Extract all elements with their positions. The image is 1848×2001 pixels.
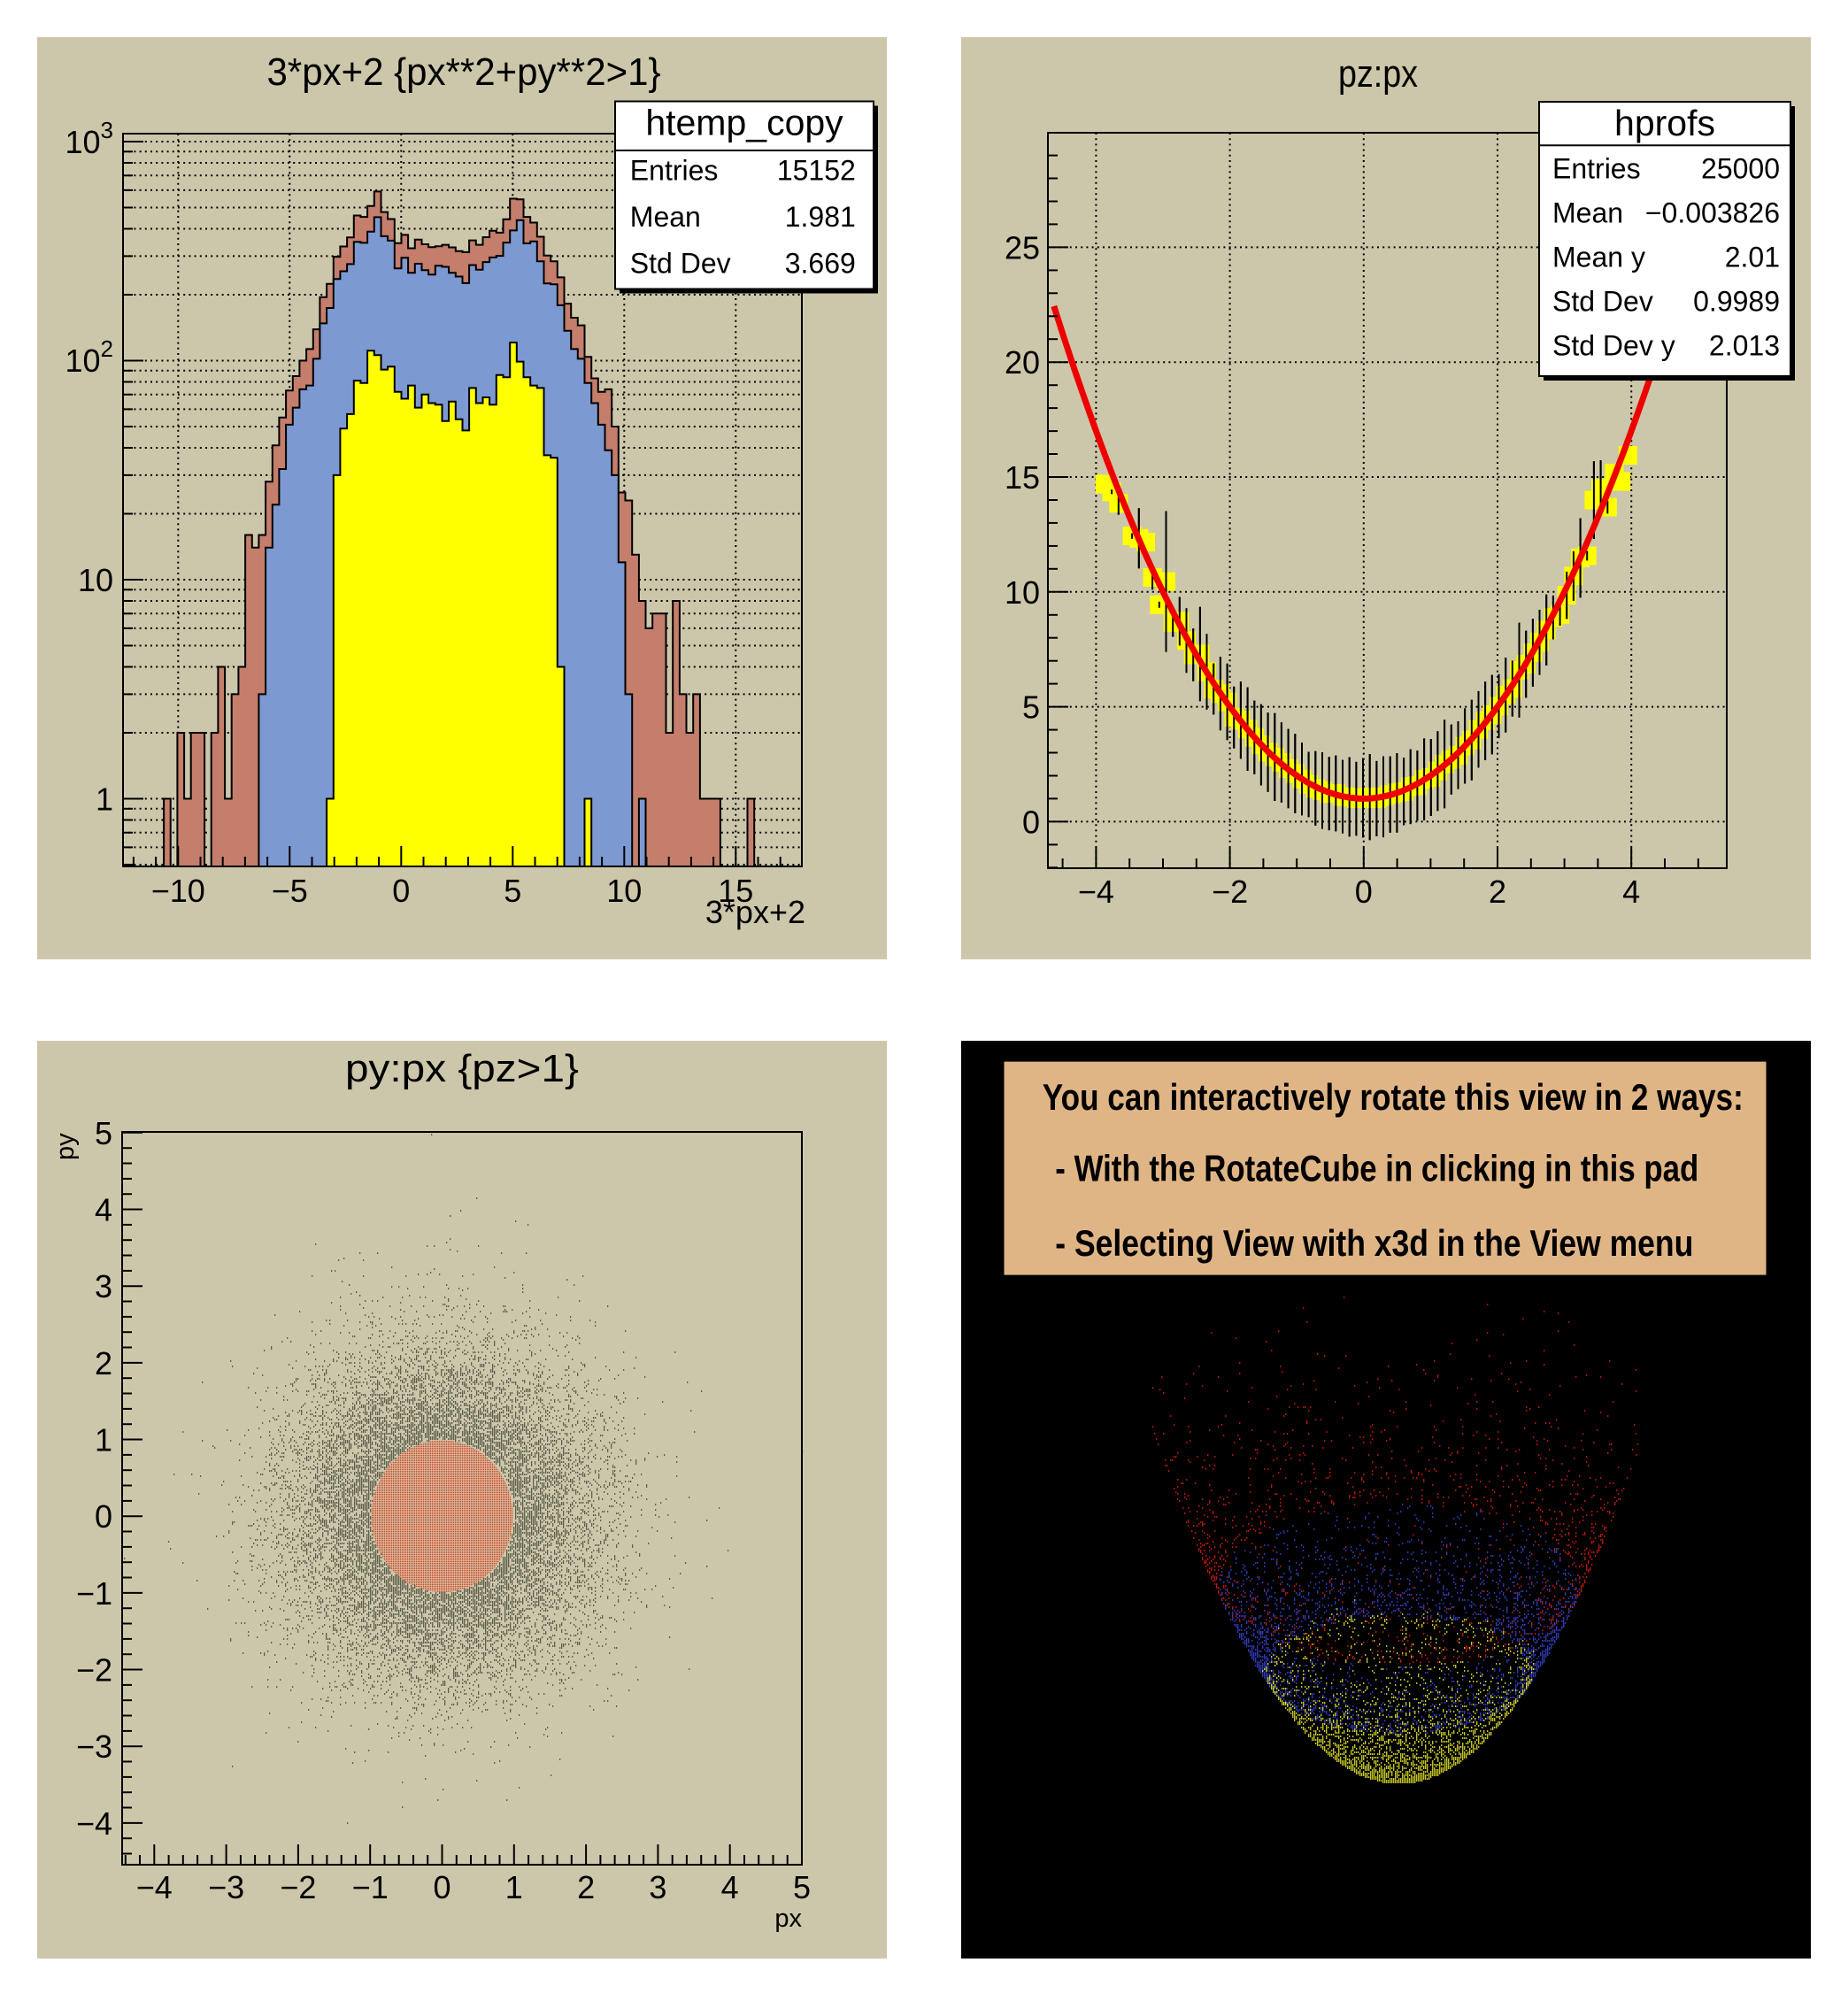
- svg-text:0: 0: [1022, 804, 1040, 840]
- svg-text:3: 3: [95, 1268, 112, 1304]
- svg-text:−2: −2: [1212, 874, 1248, 910]
- svg-text:4: 4: [95, 1192, 112, 1228]
- svg-text:Std Dev: Std Dev: [1552, 285, 1653, 317]
- svg-text:Mean: Mean: [630, 201, 701, 233]
- svg-text:Mean: Mean: [1552, 196, 1623, 228]
- svg-text:1: 1: [95, 1422, 112, 1458]
- svg-text:2: 2: [95, 1345, 112, 1381]
- svg-text:Entries: Entries: [1552, 152, 1641, 184]
- svg-text:−4: −4: [136, 1869, 173, 1905]
- svg-text:1.981: 1.981: [785, 201, 856, 233]
- svg-text:Mean y: Mean y: [1552, 241, 1645, 273]
- svg-text:- With the RotateCube in click: - With the RotateCube in clicking in thi…: [1055, 1148, 1698, 1189]
- svg-text:−0.003826: −0.003826: [1645, 196, 1780, 228]
- svg-text:Std Dev y: Std Dev y: [1552, 329, 1675, 361]
- svg-text:5: 5: [504, 873, 521, 909]
- svg-text:1: 1: [505, 1869, 523, 1905]
- svg-text:3: 3: [649, 1869, 666, 1905]
- svg-text:3*px+2: 3*px+2: [705, 894, 805, 930]
- svg-text:0: 0: [392, 873, 410, 909]
- svg-text:3.669: 3.669: [785, 247, 856, 279]
- svg-text:−1: −1: [352, 1869, 389, 1905]
- svg-text:15152: 15152: [777, 155, 856, 187]
- svg-text:10: 10: [606, 873, 642, 909]
- svg-text:2: 2: [1489, 874, 1506, 910]
- svg-text:−10: −10: [151, 873, 205, 909]
- svg-text:−4: −4: [1078, 874, 1114, 910]
- svg-text:Entries: Entries: [630, 155, 719, 187]
- svg-text:−2: −2: [280, 1869, 316, 1905]
- svg-text:0: 0: [1355, 874, 1373, 910]
- svg-text:5: 5: [1022, 689, 1040, 726]
- svg-text:px: px: [774, 1905, 802, 1933]
- svg-text:pz:px: pz:px: [1338, 52, 1418, 96]
- svg-text:2.013: 2.013: [1709, 329, 1780, 361]
- svg-text:25000: 25000: [1701, 152, 1780, 184]
- svg-text:4: 4: [1622, 874, 1640, 910]
- svg-text:10: 10: [78, 562, 113, 598]
- svg-text:15: 15: [718, 873, 753, 909]
- svg-text:20: 20: [1005, 344, 1040, 381]
- svg-text:−4: −4: [76, 1805, 112, 1842]
- svg-text:15: 15: [1005, 459, 1040, 496]
- svg-text:0: 0: [433, 1869, 450, 1905]
- svg-text:−1: −1: [76, 1575, 112, 1612]
- svg-text:5: 5: [95, 1115, 112, 1151]
- svg-text:−2: −2: [76, 1652, 112, 1689]
- svg-text:2: 2: [577, 1869, 595, 1905]
- svg-text:2.01: 2.01: [1725, 241, 1780, 273]
- svg-text:0.9989: 0.9989: [1693, 285, 1780, 317]
- svg-text:3*px+2 {px**2+py**2>1}: 3*px+2 {px**2+py**2>1}: [267, 50, 661, 94]
- svg-text:1: 1: [96, 781, 113, 818]
- svg-text:0: 0: [95, 1498, 112, 1535]
- svg-text:htemp_copy: htemp_copy: [645, 103, 843, 143]
- svg-text:py:px {pz>1}: py:px {pz>1}: [345, 1047, 579, 1090]
- svg-text:103: 103: [65, 117, 113, 160]
- svg-text:- Selecting View with x3d in t: - Selecting View with x3d in the View me…: [1055, 1222, 1693, 1264]
- svg-text:4: 4: [721, 1869, 739, 1905]
- svg-text:Std Dev: Std Dev: [630, 247, 731, 279]
- svg-text:−5: −5: [272, 873, 308, 909]
- svg-text:You can interactively rotate t: You can interactively rotate this view i…: [1043, 1076, 1744, 1118]
- svg-text:−3: −3: [208, 1869, 244, 1905]
- svg-text:hprofs: hprofs: [1614, 103, 1715, 143]
- svg-text:10: 10: [1005, 574, 1040, 611]
- svg-text:25: 25: [1005, 229, 1040, 266]
- svg-text:5: 5: [793, 1869, 811, 1905]
- svg-text:−3: −3: [76, 1728, 112, 1765]
- svg-text:py: py: [51, 1133, 80, 1160]
